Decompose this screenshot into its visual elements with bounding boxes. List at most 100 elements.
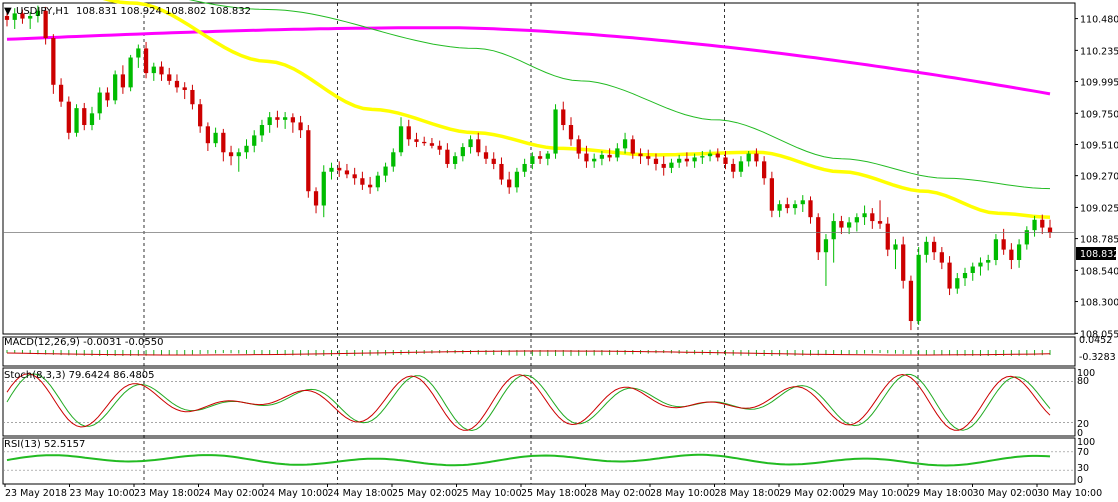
candle-body [893,244,898,250]
indicator-panes [6,350,1051,467]
svg-text:108.832: 108.832 [1080,249,1118,260]
x-tick-label: 29 May 02:00 [779,488,844,499]
candle-body [769,178,774,211]
candle-body [661,163,666,168]
candle-body [313,191,319,206]
candle-body [283,117,288,120]
candle-body [862,213,867,218]
vertical-grid-lines [143,3,919,484]
candle-body [947,262,952,289]
candle-body [205,126,210,144]
candle-body [321,171,326,206]
candle-body [792,204,798,209]
candle-body [970,266,975,273]
candle-body [615,148,620,158]
candle-body [499,163,504,180]
x-tick-label: 30 May 10:00 [1037,488,1102,499]
moving-average-line [188,0,1051,190]
candle-body [715,153,720,158]
candle-body [51,38,56,85]
candle-body [707,153,713,157]
rsi-label: RSI(13) 52.5157 [4,439,85,450]
candle-body [537,156,543,159]
candle-body [344,170,350,175]
candle-body [252,135,257,146]
candle-body [507,179,512,188]
candle-body [97,92,102,114]
moving-average-line [6,26,1051,96]
stoch-level-100: 100 [1077,368,1095,379]
candle-body [762,161,767,179]
x-tick-label: 23 May 18:00 [134,488,199,499]
rsi-line [6,453,1051,467]
candle-body [159,66,164,75]
candle-body [298,122,303,131]
candle-body [406,126,411,140]
candle-body [190,89,195,105]
y-tick-label: 109.270 [1080,172,1118,183]
price-axis: 110.480 110.235 109.995 109.750 109.510 109.2… [3,15,1118,340]
pane-frame [2,336,1076,367]
candle-body [105,92,110,101]
candle-body [113,74,118,101]
candle-body [367,184,373,188]
candle-body [429,143,435,146]
candle-body [66,101,71,133]
rsi-level-100: 100 [1077,437,1095,448]
candle-body [568,125,574,140]
stoch-line [6,373,1051,431]
y-tick-label: 108.055 [1080,329,1118,340]
y-tick-label: 108.300 [1080,298,1118,309]
candle-body [700,156,705,158]
candle-body [677,158,682,163]
candle-body [213,132,218,144]
candle-body [986,260,991,263]
x-tick-label: 24 May 18:00 [328,488,393,499]
candle-body [43,10,48,39]
macd-scale-top: 0.0452 [1079,335,1112,346]
chart-dropdown-icon[interactable]: ▼ [4,6,12,17]
candle-body [398,126,404,153]
y-tick-label: 109.025 [1080,203,1118,214]
x-tick-label: 23 May 10:00 [70,488,135,499]
candle-body [962,272,968,279]
candle-body [20,13,25,19]
candle-body [630,139,635,154]
candle-body [839,221,844,228]
stoch-level-0: 0 [1077,428,1083,439]
y-tick-label: 108.540 [1080,266,1118,277]
candle-body [491,158,496,164]
x-tick-label: 25 May 18:00 [521,488,586,499]
candle-body [653,158,659,164]
candle-body [669,162,674,168]
candle-body [514,171,520,188]
moving-average-lines [6,0,1051,219]
candle-body [931,241,937,253]
candle-body [870,213,875,222]
x-tick-label: 28 May 18:00 [715,488,780,499]
candle-body [174,80,180,88]
candle-body [916,254,921,322]
x-tick-label: 25 May 10:00 [457,488,522,499]
candle-body [924,241,929,255]
stoch-line [6,373,1051,432]
x-tick-label: 25 May 02:00 [392,488,457,499]
moving-average-line [102,0,1051,219]
candle-body [12,13,17,20]
x-tick-label: 24 May 10:00 [263,488,328,499]
candle-body [35,10,41,16]
candle-body [808,200,813,218]
x-tick-label: 28 May 10:00 [650,488,715,499]
candle-body [754,153,759,162]
candle-body [584,153,589,162]
candle-body [530,156,535,164]
pane-frame [2,367,1076,437]
time-axis: 23 May 2018 23 May 10:00 23 May 18:00 24 Ma… [4,484,1102,499]
candle-body [452,156,458,164]
candle-body [723,157,728,164]
candle-body [1047,227,1053,233]
x-tick-label: 29 May 10:00 [844,488,909,499]
last-price-marker: 108.832 [1076,247,1118,260]
